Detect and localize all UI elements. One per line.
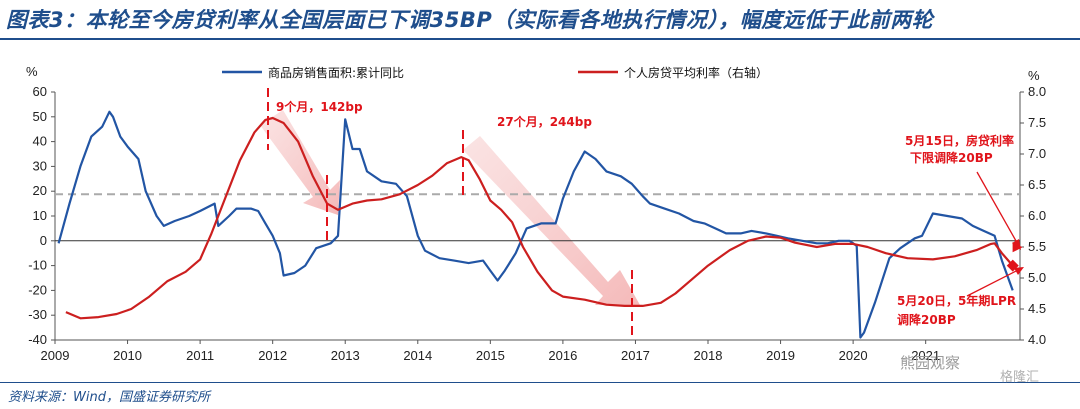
annotation-second-cycle: 27个月，244bp bbox=[497, 114, 592, 129]
right-tick-label: 7.0 bbox=[1028, 146, 1046, 161]
left-tick-label: 30 bbox=[33, 158, 47, 173]
left-tick-label: 0 bbox=[40, 233, 47, 248]
left-tick-label: -40 bbox=[28, 332, 47, 347]
watermark-site: 格隆汇 bbox=[1000, 370, 1040, 385]
chart-title: 图表3：本轮至今房贷利率从全国层面已下调35BP（实际看各地执行情况），幅度远低… bbox=[6, 8, 934, 32]
pointer-may15 bbox=[976, 171, 1021, 249]
left-tick-label: 50 bbox=[33, 109, 47, 124]
x-tick-label: 2013 bbox=[331, 348, 360, 363]
x-tick-label: 2010 bbox=[113, 348, 142, 363]
x-tick-label: 2009 bbox=[41, 348, 70, 363]
bottom-rule bbox=[0, 382, 1080, 383]
x-tick-label: 2012 bbox=[258, 348, 287, 363]
left-tick-label: 40 bbox=[33, 134, 47, 149]
source-note: 资料来源：Wind，国盛证券研究所 bbox=[8, 390, 210, 405]
right-tick-label: 4.0 bbox=[1028, 332, 1046, 347]
rate-endpoint-diamond bbox=[1006, 259, 1019, 272]
title-rule bbox=[0, 38, 1080, 40]
annotation-may15-line2: 下限调降20BP bbox=[910, 150, 993, 165]
right-tick-label: 4.5 bbox=[1028, 301, 1046, 316]
right-tick-label: 5.0 bbox=[1028, 270, 1046, 285]
chart: 6050403020100-10-20-30-40%8.07.57.06.56.… bbox=[26, 64, 1046, 363]
left-tick-label: 60 bbox=[33, 84, 47, 99]
left-axis-unit: % bbox=[26, 64, 38, 79]
left-tick-label: -30 bbox=[28, 307, 47, 322]
left-tick-label: 20 bbox=[33, 183, 47, 198]
x-tick-label: 2020 bbox=[839, 348, 868, 363]
legend-label-rate: 个人房贷平均利率（右轴） bbox=[624, 65, 768, 80]
legend-label-sales: 商品房销售面积:累计同比 bbox=[268, 65, 404, 80]
x-tick-label: 2017 bbox=[621, 348, 650, 363]
trend-arrow-2012 bbox=[260, 110, 340, 215]
right-tick-label: 7.5 bbox=[1028, 115, 1046, 130]
x-tick-label: 2014 bbox=[403, 348, 432, 363]
pointer-may20 bbox=[966, 267, 1023, 297]
rate-marker-triangle bbox=[1012, 242, 1023, 253]
x-tick-label: 2018 bbox=[694, 348, 723, 363]
series-line-sales bbox=[57, 110, 1014, 339]
x-tick-label: 2015 bbox=[476, 348, 505, 363]
annotation-may15-line1: 5月15日，房贷利率 bbox=[905, 133, 1014, 148]
right-tick-label: 6.5 bbox=[1028, 177, 1046, 192]
series-line-rate bbox=[65, 116, 1014, 320]
left-tick-label: -20 bbox=[28, 282, 47, 297]
right-tick-label: 8.0 bbox=[1028, 84, 1046, 99]
trend-arrow-2015 bbox=[463, 136, 640, 305]
annotation-may20-line1: 5月20日，5年期LPR bbox=[897, 293, 1016, 308]
left-tick-label: 10 bbox=[33, 208, 47, 223]
x-tick-label: 2019 bbox=[766, 348, 795, 363]
right-axis-unit: % bbox=[1028, 68, 1040, 83]
pointer-may20-head bbox=[1014, 267, 1024, 275]
x-tick-label: 2016 bbox=[548, 348, 577, 363]
x-tick-label: 2011 bbox=[186, 348, 214, 363]
watermark-logo: 熊园观察 bbox=[900, 354, 961, 372]
right-tick-label: 6.0 bbox=[1028, 208, 1046, 223]
annotation-may20-line2: 调降20BP bbox=[897, 312, 956, 327]
right-tick-label: 5.5 bbox=[1028, 239, 1046, 254]
trend-arrows bbox=[260, 110, 640, 305]
annotation-first-cycle: 9个月，142bp bbox=[276, 99, 363, 114]
left-tick-label: -10 bbox=[28, 258, 47, 273]
x-tick-label: 2021 bbox=[911, 348, 940, 363]
